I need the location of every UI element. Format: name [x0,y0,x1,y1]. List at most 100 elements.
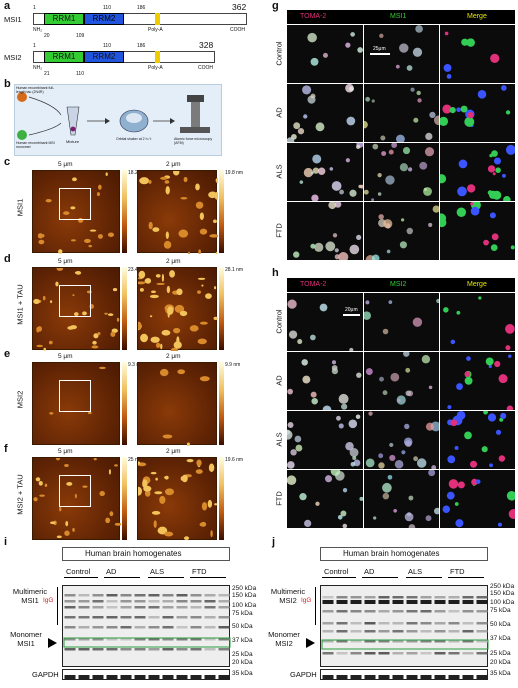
afm-colorbar-5um [122,170,127,253]
monomer-arrow-icon [306,638,315,648]
afm-scale-2um: 2 μm [166,161,181,168]
fluor-g-scalebar-label: 25μm [373,46,386,52]
msi2-pos-1: 1 [33,43,36,49]
afm-height-2um: 19.6 nm [225,457,244,463]
afm-image-2um [137,362,217,446]
afm-scale-2um: 2 μm [166,353,181,360]
msi2-polya-region [155,51,160,63]
fluor-g-header-merge: Merge [467,13,487,20]
blot-multimeric-label: Multimeric MSI2 [270,587,306,605]
blot-i-title: Human brain homogenates [85,549,182,558]
msi2-domain-name: MSI2 [4,53,22,62]
fluor-row-label: ALS [274,164,284,179]
afm-height-2um: 9.9 nm [225,362,241,368]
monomer-arrow-icon [48,638,57,648]
blot-gapdh-marker: 35 kDa [232,670,253,677]
msi1-polya-region [155,13,160,25]
blot-mw-marker: 20 kDa [490,659,511,666]
afm-zoom-box [59,188,91,220]
schematic-step-shaker: Orbital shaker at 2 h / t [116,137,152,141]
fluor-cell [287,470,363,528]
afm-colorbar-5um [122,457,127,540]
blot-group-underline [322,577,356,578]
fluor-signal [379,25,423,71]
blot-group-label: Control [324,567,349,576]
blot-group-label: ALS [408,567,423,576]
afm-aggregates [134,459,218,541]
blot-group-label: AD [364,567,375,576]
msi1-pos-186: 186 [137,5,146,11]
fluor-g-header-msi1: MSI1 [390,13,407,20]
fluor-row-label-bg [272,143,286,201]
afm-zoom-box [59,380,91,412]
afm-colorbar-2um [219,170,224,253]
panel-label-d: d [4,253,11,265]
blot-mw-marker: 25 kDa [490,650,511,657]
afm-colorbar-2um [219,362,224,445]
fluor-row-label: AD [274,107,284,118]
afm-aggregates [49,366,106,415]
afm-aggregates [139,168,221,256]
blot-mw-marker: 250 kDa [232,585,257,592]
msi2-polya-label: Poly-A [148,65,163,71]
fluor-signal [440,202,515,251]
fluor-row-label: FTD [274,223,284,238]
panel-label-h: h [272,267,279,279]
fluor-row-label: ALS [274,432,284,447]
blot-membrane [62,585,231,667]
msi2-pos-186: 186 [137,43,146,49]
afm-scale-5um: 5 μm [58,161,73,168]
fluor-cell [440,25,515,83]
msi1-pos-109: 109 [76,33,85,39]
blot-i-title-box [62,547,230,561]
panel-label-a: a [4,0,11,12]
afm-row-label: MSI1 + TAU [15,284,25,325]
afm-row-label: MSI1 [15,198,25,217]
msi2-pos-110b: 110 [76,71,84,77]
panel-label-f: f [4,443,8,455]
blot-group-label: ALS [150,567,165,576]
panel-label-j: j [272,536,276,548]
afm-height-2um: 19.8 nm [225,170,244,176]
msi1-nh2: NH₂ [33,27,43,33]
fluor-cell [440,202,515,260]
blot-group-underline [362,577,398,578]
afm-colorbar-5um [122,267,127,350]
msi1-cooh: COOH [230,27,245,33]
blot-mw-marker: 100 kDa [232,602,257,609]
schematic-box [14,84,222,156]
msi2-rrm1-domain: RRM1 [44,51,84,63]
fluor-cell [440,411,515,469]
fluor-h-header-bar [287,278,515,292]
afm-zoom-box [59,285,91,317]
msi1-domain-name: MSI1 [4,15,22,24]
fluor-g-scalebar [370,53,390,55]
blot-igg-label: IgG [43,597,54,604]
afm-height-2um: 28.1 nm [225,267,244,273]
blot-bands [63,594,231,651]
afm-row-label: MSI2 [15,390,25,409]
fluor-signal [287,470,363,528]
panel-label-c: c [4,156,11,168]
fluor-signal [365,352,433,405]
fluor-signal [307,32,363,66]
msi1-rrm1-domain: RRM1 [44,13,84,25]
msi1-pos-20: 20 [44,33,50,39]
afm-aggregates [33,455,122,539]
blot-mw-marker: 50 kDa [232,623,253,630]
fluor-signal [287,359,362,410]
fluor-cell [364,202,439,260]
afm-image-2um [134,267,218,354]
fluor-cell [440,293,515,351]
fluor-cell [287,202,363,260]
afm-scale-5um: 5 μm [58,258,73,265]
msi1-length: 362 [232,2,247,12]
fluor-h-header-toma2: TOMA-2 [300,281,327,288]
fluor-g-header-toma2: TOMA-2 [300,13,327,20]
monomer-highlight-box [321,639,489,650]
blot-gapdh-label: GAPDH [290,670,317,679]
afm-aggregates [33,266,120,351]
blot-multimeric-bracket [315,587,316,625]
fluor-cell [364,143,439,201]
afm-image-2um [137,168,221,256]
